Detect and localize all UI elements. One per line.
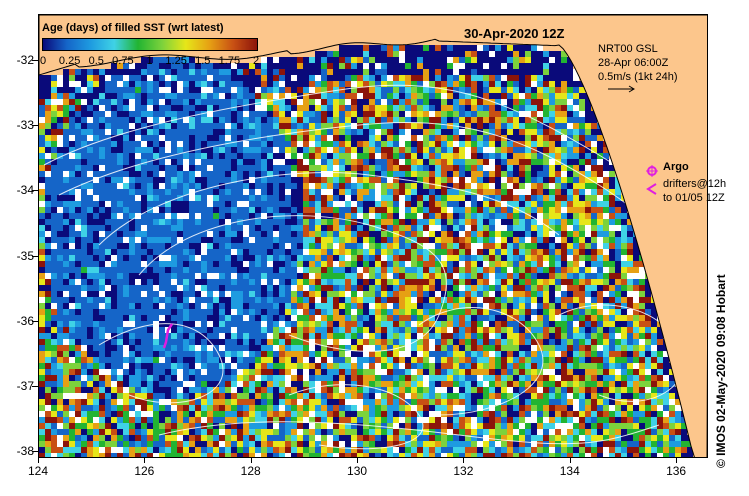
colorbar-tick-label: 1.25	[165, 55, 187, 67]
latitude-tick	[32, 59, 38, 61]
sst-age-cells	[39, 45, 693, 457]
current-legend-line: 28-Apr 06:00Z	[598, 57, 669, 69]
longitude-tick-label: 126	[134, 464, 155, 478]
longitude-tick	[676, 458, 678, 463]
current-contour-line	[98, 323, 224, 404]
latitude-tick-label: -36	[16, 313, 34, 328]
current-contour-line	[288, 384, 424, 450]
colorbar-tick-label: 2	[252, 55, 260, 67]
longitude-tick-label: 134	[559, 464, 580, 478]
current-contour-line	[138, 215, 447, 352]
map-title: 30-Apr-2020 12Z	[464, 26, 565, 41]
latitude-tick-label: -35	[16, 248, 34, 263]
current-legend-line: NRT00 GSL	[598, 43, 658, 55]
sst-age-field	[39, 15, 707, 457]
latitude-tick	[32, 320, 38, 322]
longitude-tick-label: 128	[240, 464, 261, 478]
drifter-label-line: drifters@12h	[663, 178, 727, 190]
drifter-track	[162, 323, 174, 349]
latitude-tick-label: -38	[16, 444, 34, 459]
latitude-tick	[32, 255, 38, 257]
current-scale-arrow-icon	[608, 85, 635, 93]
current-legend: NRT00 GSL 28-Apr 06:00Z 0.5m/s (1kt 24h)	[598, 42, 677, 84]
colorbar-tick-label: 0.5	[88, 55, 104, 67]
latitude-tick-label: -33	[16, 118, 34, 132]
colorbar-tick-label: 1	[146, 55, 153, 67]
latitude-tick-label: -32	[16, 52, 34, 67]
colorbar	[42, 38, 258, 51]
colorbar-title: Age (days) of filled SST (wrt latest)	[42, 22, 224, 34]
drifter-track-icon	[646, 183, 657, 195]
longitude-tick-label: 132	[453, 464, 474, 478]
current-contour-line	[418, 307, 544, 416]
colorbar-tick-label: 1.75	[218, 55, 241, 67]
latitude-tick-label: -34	[16, 183, 34, 198]
latitude-tick	[32, 125, 38, 126]
land-area	[39, 15, 707, 457]
longitude-tick	[357, 458, 359, 463]
longitude-tick-label: 124	[27, 464, 49, 478]
current-contour-line	[98, 172, 560, 246]
latitude-tick	[32, 386, 38, 388]
longitude-tick	[38, 458, 39, 463]
longitude-tick-label: 136	[666, 464, 687, 478]
longitude-tick	[144, 458, 146, 463]
colorbar-tick-label: 0.75	[112, 55, 134, 67]
current-legend-line: 0.5m/s (1kt 24h)	[598, 71, 678, 83]
latitude-tick-label: -37	[16, 379, 34, 394]
drifter-label: drifters@12h to 01/05 12Z	[663, 177, 726, 205]
argo-float-icon	[646, 165, 658, 177]
longitude-tick	[250, 458, 252, 463]
longitude-tick-label: 130	[347, 464, 368, 478]
drifter-label-line: to 01/05 12Z	[663, 192, 725, 204]
colorbar-tick-label: 0	[39, 55, 47, 67]
longitude-tick	[463, 458, 465, 463]
latitude-tick	[32, 451, 38, 453]
imos-credit: © IMOS 02-May-2020 09:08 Hobart	[714, 274, 728, 468]
colorbar-tick-label: 0.25	[58, 55, 81, 67]
longitude-tick	[569, 458, 571, 463]
colorbar-tick-label: 1.5	[195, 55, 211, 67]
sst-map	[38, 14, 708, 458]
current-contour-line	[158, 421, 660, 445]
latitude-tick	[32, 190, 38, 192]
argo-label: Argo	[663, 161, 689, 173]
